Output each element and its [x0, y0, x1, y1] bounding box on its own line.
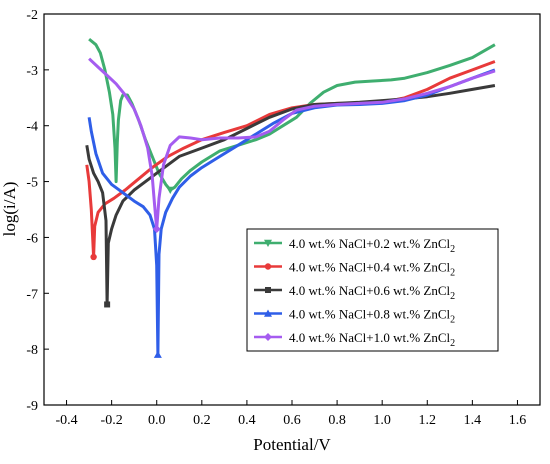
- series-marker-5: [152, 225, 161, 234]
- series-marker-3: [104, 301, 111, 308]
- series-line-1: [88, 37, 496, 192]
- legend-marker: [264, 333, 272, 341]
- x-tick-label: 1.0: [373, 413, 391, 428]
- series-marker-2: [90, 253, 97, 261]
- legend-marker: [264, 239, 272, 247]
- y-tick-label: -7: [26, 287, 38, 302]
- x-tick-label: 1.6: [509, 413, 527, 428]
- y-tick-label: -5: [26, 176, 38, 191]
- legend-item-2: 4.0 wt.% NaCl+0.4 wt.% ZnCl2: [254, 260, 455, 279]
- x-axis: -0.4 -0.2 0.0 0.2 0.4 0.6 0.8 1.0 1.2 1.4 1.6: [55, 400, 526, 428]
- y-axis: -2 -3 -4 -5 -6 -7 -8 -9: [26, 8, 49, 414]
- legend-marker: [264, 309, 272, 317]
- legend-box: [246, 228, 499, 352]
- y-axis-title: log(i/A): [0, 182, 19, 237]
- x-tick-label: 0.4: [238, 413, 256, 428]
- series-marker-4: [153, 350, 162, 358]
- plot-markers: [90, 186, 175, 358]
- legend-item-3: 4.0 wt.% NaCl+0.6 wt.% ZnCl2: [254, 283, 455, 302]
- legend-label: 4.0 wt.% NaCl+0.8 wt.% ZnCl2: [289, 307, 455, 326]
- x-axis-title: Potential/V: [253, 435, 331, 454]
- y-tick-label: -3: [26, 64, 38, 79]
- legend-item-4: 4.0 wt.% NaCl+0.8 wt.% ZnCl2: [254, 307, 455, 326]
- legend-label: 4.0 wt.% NaCl+0.4 wt.% ZnCl2: [289, 260, 455, 279]
- y-tick-label: -9: [26, 399, 38, 414]
- legend-item-1: 4.0 wt.% NaCl+0.2 wt.% ZnCl2: [254, 236, 455, 255]
- x-tick-label: -0.2: [101, 413, 123, 428]
- series-marker-1: [166, 186, 175, 194]
- x-tick-label: 0.8: [328, 413, 346, 428]
- legend-marker: [265, 287, 271, 293]
- y-tick-label: -4: [26, 120, 38, 135]
- series-line-5: [88, 57, 496, 231]
- legend-label: 4.0 wt.% NaCl+0.6 wt.% ZnCl2: [289, 283, 455, 302]
- x-tick-label: 0.6: [283, 413, 301, 428]
- x-tick-label: -0.4: [55, 413, 77, 428]
- legend: 4.0 wt.% NaCl+0.2 wt.% ZnCl2 4.0 wt.% NaC…: [246, 228, 499, 352]
- y-tick-label: -6: [26, 231, 38, 246]
- legend-marker: [264, 263, 272, 270]
- x-tick-label: 0.2: [193, 413, 211, 428]
- y-tick-label: -2: [26, 8, 38, 23]
- x-tick-label: 1.2: [419, 413, 437, 428]
- legend-item-5: 4.0 wt.% NaCl+1.0 wt.% ZnCl2: [254, 330, 455, 349]
- x-tick-label: 1.4: [464, 413, 482, 428]
- legend-label: 4.0 wt.% NaCl+0.2 wt.% ZnCl2: [289, 236, 455, 255]
- legend-label: 4.0 wt.% NaCl+1.0 wt.% ZnCl2: [289, 330, 455, 349]
- x-tick-label: 0.0: [148, 413, 166, 428]
- plot-lines: [85, 37, 496, 357]
- y-tick-label: -8: [26, 343, 38, 358]
